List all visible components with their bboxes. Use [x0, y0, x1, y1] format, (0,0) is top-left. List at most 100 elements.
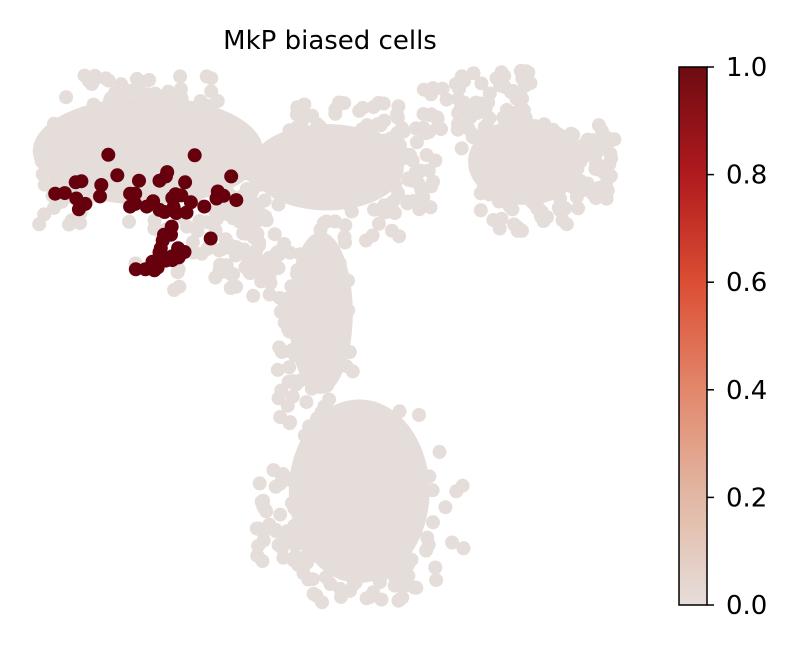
- background-cell-point: [251, 238, 266, 252]
- background-cell-point: [129, 71, 144, 86]
- background-cell-point: [409, 135, 424, 150]
- background-cell-point: [37, 207, 52, 222]
- mkp-biased-cell-point: [128, 196, 143, 211]
- mkp-biased-cell-point: [160, 250, 175, 265]
- background-cell-point: [315, 595, 329, 610]
- mkp-biased-cell-point: [187, 148, 202, 163]
- background-cell-point: [299, 395, 314, 410]
- background-cell-point: [454, 141, 469, 156]
- colorbar-ticks: 0.0 0.2 0.4 0.6 0.8 1.0: [707, 53, 767, 621]
- background-cell-point: [445, 535, 460, 550]
- mkp-biased-cell-point: [94, 178, 109, 192]
- mkp-biased-cell-point: [203, 231, 218, 246]
- mkp-biased-cell-point: [128, 262, 143, 277]
- background-cell-point: [262, 258, 277, 273]
- background-cell-point: [473, 203, 488, 218]
- background-cell-point: [599, 191, 614, 206]
- background-cell-point: [376, 96, 391, 111]
- background-cell-point: [272, 244, 287, 259]
- background-cell-point: [263, 276, 278, 291]
- background-cell-point: [409, 580, 424, 595]
- background-cell-point: [512, 103, 527, 118]
- background-cell-point: [332, 95, 347, 110]
- background-cell-region: [288, 232, 353, 394]
- background-cell-point: [370, 117, 385, 132]
- colorbar-tick-label: 1.0: [726, 53, 767, 83]
- mkp-biased-cell-point: [147, 263, 162, 278]
- background-cell-point: [367, 202, 381, 217]
- background-cell-point: [204, 71, 219, 86]
- mkp-biased-cell-point: [110, 168, 125, 183]
- background-cell-point: [167, 283, 182, 297]
- colorbar-tick-label: 0.0: [726, 591, 767, 621]
- background-cell-point: [400, 194, 415, 209]
- background-cell-point: [482, 86, 497, 101]
- background-cell-point: [419, 126, 434, 140]
- background-cell-point: [416, 82, 431, 97]
- background-cell-point: [249, 521, 264, 536]
- background-cell-point: [386, 194, 401, 209]
- background-cell-point: [468, 95, 483, 110]
- mkp-biased-cell-point: [74, 174, 89, 189]
- background-cell-point: [142, 73, 157, 87]
- background-cell-point: [273, 507, 288, 522]
- background-cell-point: [454, 69, 469, 84]
- background-cell-point: [242, 266, 257, 281]
- background-cell-point: [199, 215, 214, 230]
- background-cell-point: [286, 553, 301, 568]
- background-cell-point: [121, 83, 136, 98]
- background-cell-cloud: [32, 63, 622, 610]
- background-cell-point: [536, 214, 551, 228]
- background-cell-point: [412, 202, 427, 217]
- background-cell-point: [204, 84, 219, 99]
- background-cell-point: [272, 340, 287, 355]
- background-cell-point: [434, 122, 448, 137]
- background-cell-point: [245, 184, 260, 199]
- background-cell-point: [449, 484, 464, 499]
- colorbar-tick-label: 0.6: [726, 268, 767, 298]
- background-cell-point: [365, 228, 380, 243]
- background-cell-point: [297, 110, 312, 125]
- mkp-biased-cell-point: [183, 195, 198, 210]
- background-cell-point: [212, 243, 226, 258]
- background-cell-point: [194, 246, 209, 261]
- background-cell-point: [466, 66, 481, 81]
- background-cell-point: [392, 229, 407, 244]
- mkp-biased-cell-point: [224, 169, 239, 184]
- background-cell-point: [408, 165, 423, 180]
- mkp-biased-cell-point: [178, 175, 193, 190]
- background-cell-point: [498, 80, 512, 95]
- background-cell-point: [423, 200, 438, 215]
- background-cell-point: [392, 137, 407, 152]
- mkp-biased-cell-point: [168, 187, 183, 202]
- mkp-biased-cell-point: [160, 165, 175, 180]
- background-cell-point: [223, 281, 238, 295]
- background-cell-point: [595, 124, 609, 139]
- background-cell-point: [355, 100, 370, 115]
- chart-title: MkP biased cells: [223, 26, 437, 56]
- background-cell-point: [173, 69, 188, 84]
- background-cell-point: [170, 265, 185, 280]
- background-cell-region: [467, 118, 584, 205]
- background-cell-point: [98, 71, 113, 86]
- background-cell-point: [456, 95, 471, 110]
- background-cell-point: [374, 592, 389, 607]
- background-cell-point: [438, 500, 453, 515]
- background-cell-point: [390, 110, 405, 125]
- colorbar-tick-label: 0.8: [726, 161, 767, 191]
- background-cell-point: [416, 190, 431, 205]
- background-cell-point: [256, 533, 271, 548]
- background-cell-point: [510, 220, 525, 235]
- background-cell-point: [580, 132, 595, 147]
- background-cell-point: [147, 213, 162, 228]
- background-cell-point: [322, 392, 336, 407]
- background-cell-point: [257, 193, 272, 208]
- background-cell-region: [288, 399, 430, 583]
- background-cell-point: [428, 153, 443, 168]
- background-cell-point: [338, 235, 352, 250]
- background-cell-point: [390, 126, 404, 141]
- mkp-biased-cell-point: [171, 250, 186, 265]
- background-cell-point: [301, 572, 316, 587]
- background-cell-point: [426, 515, 440, 530]
